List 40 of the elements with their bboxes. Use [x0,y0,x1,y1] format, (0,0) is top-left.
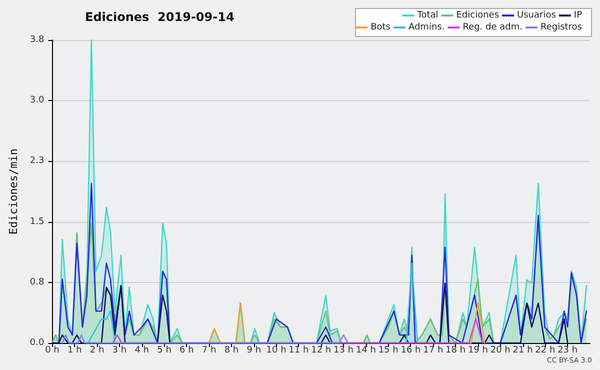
x-tick-label: 6 h [180,346,194,356]
x-tick-label: 1 h [67,346,82,356]
y-tick-label: 0.0 [30,338,44,348]
chart-title: Ediciones 2019-09-14 [85,10,234,24]
x-tick-label: 22 h [535,346,556,356]
x-tick-label: 15 h [378,346,398,356]
x-tick-label: 19 h [468,346,488,356]
x-tick-label: 11 h [288,346,309,356]
x-tick-label: 8 h [224,346,239,356]
x-tick-label: 0 h [45,346,60,356]
x-tick-label: 21 h [512,346,533,356]
x-tick-label: 2 h [90,346,104,356]
x-tick-label: 3 h [112,346,127,356]
y-tick-label: 3.8 [30,35,44,45]
x-tick-label: 12 h [311,346,332,356]
x-tick-label: 16 h [400,346,421,356]
x-tick-label: 18 h [446,346,466,356]
x-tick-label: 7 h [202,346,216,356]
legend-label: Usuarios [517,10,556,20]
legend-label: IP [574,10,583,20]
y-tick-label: 3.0 [30,96,44,106]
x-tick-label: 17 h [423,346,444,356]
legend-label: Bots [370,22,391,32]
legend-label: Ediciones [456,10,500,20]
x-tick-label: 23 h [558,346,578,356]
x-tick-label: 14 h [356,346,376,356]
x-tick-label: 10 h [266,346,286,356]
y-tick-label: 0.8 [30,277,44,288]
y-tick-label: 2.3 [30,156,44,166]
legend-label: Reg. de adm. [462,22,522,32]
x-tick-label: 4 h [134,346,149,356]
y-axis-title: Ediciones/min [7,148,20,235]
legend-label: Admins. [408,22,445,32]
x-tick-label: 5 h [157,346,172,356]
y-tick-label: 1.5 [30,216,44,227]
x-tick-label: 9 h [246,346,262,356]
legend-label: Total [416,10,438,20]
legend-label: Registros [540,22,582,32]
x-tick-label: 20 h [490,346,510,356]
x-tick-label: 13 h [334,346,354,356]
